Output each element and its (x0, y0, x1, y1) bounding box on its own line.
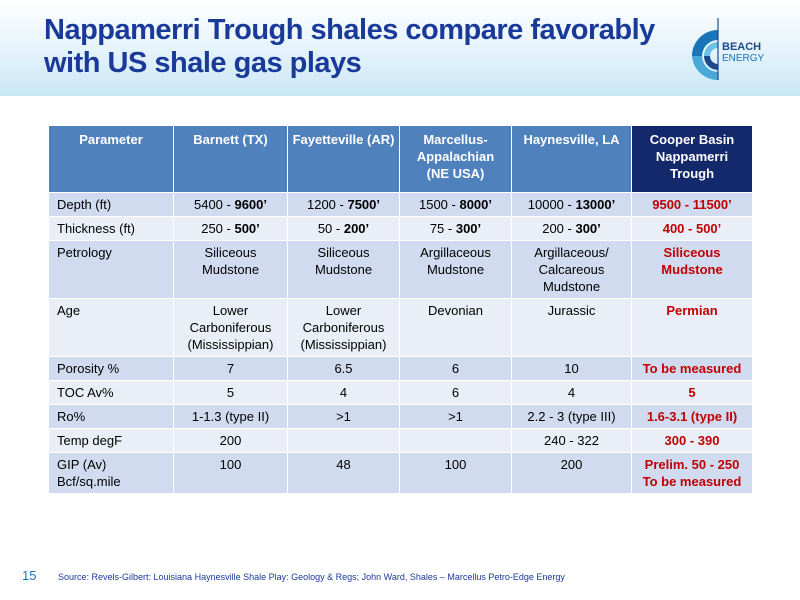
cooper-cell: 5 (631, 380, 753, 405)
value-part: 75 - (429, 221, 456, 236)
value-cell: 4 (287, 380, 400, 405)
value-cell: >1 (399, 404, 512, 429)
value-cell: Devonian (399, 298, 512, 357)
value-cell: 6 (399, 356, 512, 381)
logo-line2: ENERGY (722, 53, 765, 64)
header-barnett: Barnett (TX) (173, 125, 288, 193)
param-cell: TOC Av% (48, 380, 174, 405)
value-cell: 6.5 (287, 356, 400, 381)
value-part-bold: 200’ (343, 221, 370, 236)
table-row: Temp degF 200 240 - 322 300 - 390 (48, 428, 753, 453)
header-parameter: Parameter (48, 125, 174, 193)
value-cell: Lower Carboniferous (Mississippian) (287, 298, 400, 357)
value-part-bold: 13000’ (575, 197, 616, 212)
value-cell: 4 (511, 380, 632, 405)
table-header-row: Parameter Barnett (TX) Fayetteville (AR)… (48, 125, 753, 193)
table-row: GIP (Av) Bcf/sq.mile 100 48 100 200 Prel… (48, 452, 753, 494)
cooper-cell: To be measured (631, 356, 753, 381)
value-cell: 240 - 322 (511, 428, 632, 453)
value-cell: Argillaceous/ Calcareous Mudstone (511, 240, 632, 299)
value-cell: Lower Carboniferous (Mississippian) (173, 298, 288, 357)
param-cell: Petrology (48, 240, 174, 299)
value-cell: 50 - 200’ (287, 216, 400, 241)
logo-line1: BEACH (722, 41, 762, 53)
value-part-bold: 300’ (575, 221, 601, 236)
header-cooper-basin: Cooper Basin Nappamerri Trough (631, 125, 753, 193)
header-band (0, 0, 800, 96)
table-row: Age Lower Carboniferous (Mississippian) … (48, 298, 753, 357)
value-cell: 200 (173, 428, 288, 453)
value-cell (399, 428, 512, 453)
value-cell: 10000 - 13000’ (511, 192, 632, 217)
table-row: Thickness (ft) 250 - 500’ 50 - 200’ 75 -… (48, 216, 753, 241)
param-cell: Porosity % (48, 356, 174, 381)
table-row: Depth (ft) 5400 - 9600’ 1200 - 7500’ 150… (48, 192, 753, 217)
value-cell: 75 - 300’ (399, 216, 512, 241)
value-part-bold: 500’ (234, 221, 260, 236)
cooper-cell: Siliceous Mudstone (631, 240, 753, 299)
logo-text: BEACH ENERGY (722, 41, 765, 65)
cooper-cell: 400 - 500’ (631, 216, 753, 241)
slide-title: Nappamerri Trough shales compare favorab… (44, 14, 655, 79)
header-haynesville: Haynesville, LA (511, 125, 632, 193)
value-cell: 2.2 - 3 (type III) (511, 404, 632, 429)
comparison-table: Parameter Barnett (TX) Fayetteville (AR)… (48, 125, 753, 494)
header-marcellus: Marcellus-Appalachian (NE USA) (399, 125, 512, 193)
value-part-bold: 8000’ (459, 197, 493, 212)
value-part: 200 - (542, 221, 576, 236)
header-fayetteville: Fayetteville (AR) (287, 125, 400, 193)
value-cell: 6 (399, 380, 512, 405)
value-part: 1200 - (306, 197, 348, 212)
value-part: 10000 - (527, 197, 576, 212)
value-cell: Siliceous Mudstone (287, 240, 400, 299)
cooper-cell: 9500 - 11500’ (631, 192, 753, 217)
value-cell: 200 - 300’ (511, 216, 632, 241)
beach-energy-logo-icon (692, 18, 719, 80)
value-part-bold: 300’ (455, 221, 482, 236)
value-cell: 10 (511, 356, 632, 381)
value-cell: 48 (287, 452, 400, 494)
value-cell: 7 (173, 356, 288, 381)
param-cell: Depth (ft) (48, 192, 174, 217)
cooper-cell: Prelim. 50 - 250 To be measured (631, 452, 753, 494)
param-cell: GIP (Av) Bcf/sq.mile (48, 452, 174, 494)
table-row: TOC Av% 5 4 6 4 5 (48, 380, 753, 405)
page-number: 15 (22, 568, 37, 583)
cooper-cell: Permian (631, 298, 753, 357)
param-cell: Temp degF (48, 428, 174, 453)
param-cell: Thickness (ft) (48, 216, 174, 241)
value-part: 1500 - (418, 197, 460, 212)
value-part: 250 - (201, 221, 235, 236)
table-row: Porosity % 7 6.5 6 10 To be measured (48, 356, 753, 381)
value-cell: 200 (511, 452, 632, 494)
value-cell: 5400 - 9600’ (173, 192, 288, 217)
value-cell: 1500 - 8000’ (399, 192, 512, 217)
value-cell: Jurassic (511, 298, 632, 357)
cooper-cell: 1.6-3.1 (type II) (631, 404, 753, 429)
value-part-bold: 7500’ (347, 197, 381, 212)
value-cell: Argillaceous Mudstone (399, 240, 512, 299)
table-row: Ro% 1-1.3 (type II) >1 >1 2.2 - 3 (type … (48, 404, 753, 429)
value-part-bold: 9600’ (234, 197, 268, 212)
value-cell: Siliceous Mudstone (173, 240, 288, 299)
value-cell: >1 (287, 404, 400, 429)
value-cell: 250 - 500’ (173, 216, 288, 241)
value-cell: 5 (173, 380, 288, 405)
param-cell: Age (48, 298, 174, 357)
value-cell: 1200 - 7500’ (287, 192, 400, 217)
value-cell: 100 (173, 452, 288, 494)
value-part: 5400 - (193, 197, 235, 212)
param-cell: Ro% (48, 404, 174, 429)
value-part: 50 - (317, 221, 344, 236)
value-cell: 1-1.3 (type II) (173, 404, 288, 429)
table-row: Petrology Siliceous Mudstone Siliceous M… (48, 240, 753, 299)
source-citation: Source: Revels-Gilbert: Louisiana Haynes… (58, 572, 565, 582)
value-cell: 100 (399, 452, 512, 494)
cooper-cell: 300 - 390 (631, 428, 753, 453)
value-cell (287, 428, 400, 453)
